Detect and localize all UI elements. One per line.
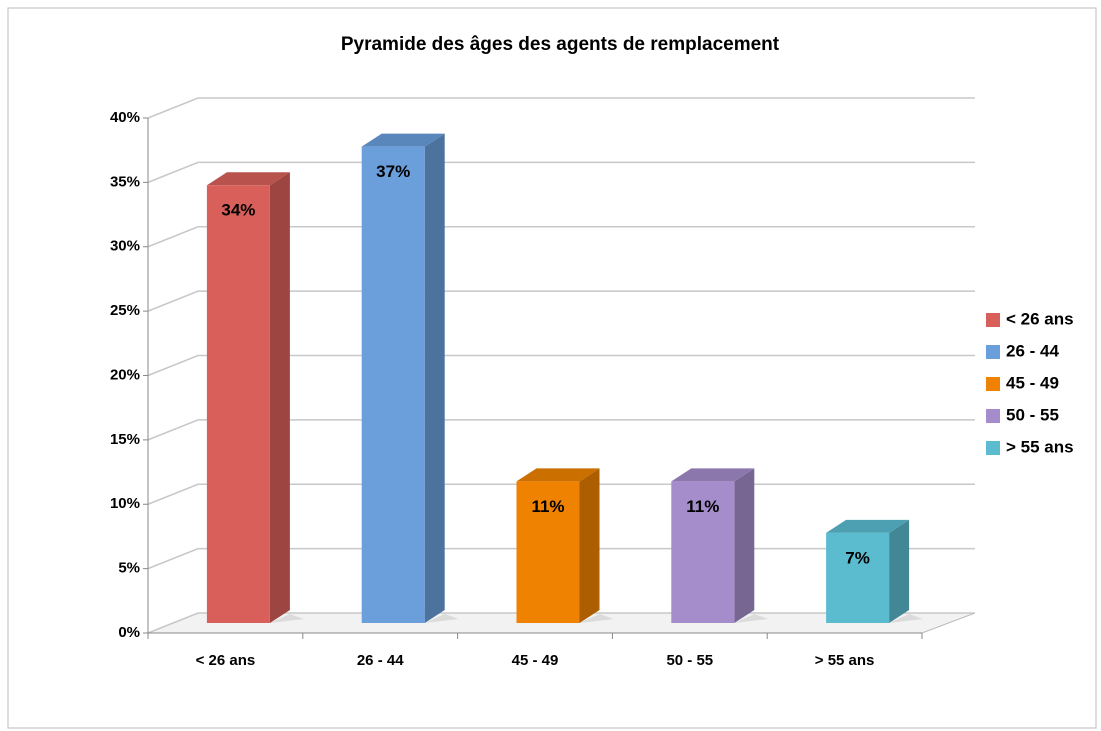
- legend-label: > 55 ans: [1006, 437, 1074, 456]
- data-label: 37%: [376, 162, 410, 181]
- legend-label: 26 - 44: [1006, 341, 1059, 360]
- grid-line: [147, 97, 975, 119]
- y-tick-label: 5%: [118, 560, 140, 577]
- bar-side: [579, 468, 600, 623]
- x-tick-label: > 55 ans: [815, 652, 875, 669]
- bar-top: [826, 519, 910, 533]
- legend-swatch: [986, 409, 1000, 423]
- legend-label: 45 - 49: [1006, 373, 1059, 392]
- x-tick-label: 50 - 55: [666, 652, 713, 669]
- x-tick-label: < 26 ans: [196, 652, 256, 669]
- legend-swatch: [986, 441, 1000, 455]
- grid-line: [147, 226, 975, 248]
- legend-label: < 26 ans: [1006, 309, 1074, 328]
- grid-line: [147, 354, 975, 377]
- legend-label: 50 - 55: [1006, 405, 1059, 424]
- bar-shadow: [734, 614, 769, 623]
- chart-title: Pyramide des âges des agents de remplace…: [341, 34, 780, 55]
- bar: [826, 532, 890, 623]
- legend-swatch: [986, 345, 1000, 359]
- grid-line: [147, 419, 975, 441]
- bar-shadow: [579, 614, 614, 623]
- bar: [671, 481, 735, 623]
- data-label: 7%: [845, 548, 870, 567]
- data-label: 34%: [221, 201, 255, 220]
- bar-side: [889, 519, 910, 623]
- bar-shadow: [889, 614, 924, 623]
- y-tick-label: 25%: [110, 302, 140, 319]
- x-tick-label: 26 - 44: [357, 652, 404, 669]
- bar: [206, 185, 270, 623]
- data-label: 11%: [531, 497, 564, 516]
- bar-top: [206, 172, 290, 186]
- y-tick-label: 0%: [118, 624, 140, 641]
- bar-top: [516, 468, 600, 482]
- bar-side: [734, 468, 755, 623]
- y-tick-label: 40%: [110, 109, 140, 126]
- x-tick-label: 45 - 49: [512, 652, 559, 669]
- y-tick-label: 20%: [110, 366, 140, 383]
- y-tick-label: 10%: [110, 495, 140, 512]
- legend-swatch: [986, 313, 1000, 327]
- y-tick-label: 30%: [110, 238, 140, 255]
- grid-line: [147, 290, 975, 312]
- bar-top: [361, 133, 445, 147]
- bar-shadow: [269, 614, 304, 623]
- bar-side: [269, 172, 290, 623]
- grid-line: [147, 161, 975, 184]
- bar-top: [671, 468, 755, 482]
- bar: [361, 146, 425, 623]
- data-label: 11%: [686, 497, 719, 516]
- bar: [516, 481, 580, 623]
- bar-side: [424, 133, 445, 623]
- y-tick-label: 15%: [110, 431, 140, 448]
- bar-shadow: [424, 614, 459, 623]
- legend-swatch: [986, 377, 1000, 391]
- y-tick-label: 35%: [110, 173, 140, 190]
